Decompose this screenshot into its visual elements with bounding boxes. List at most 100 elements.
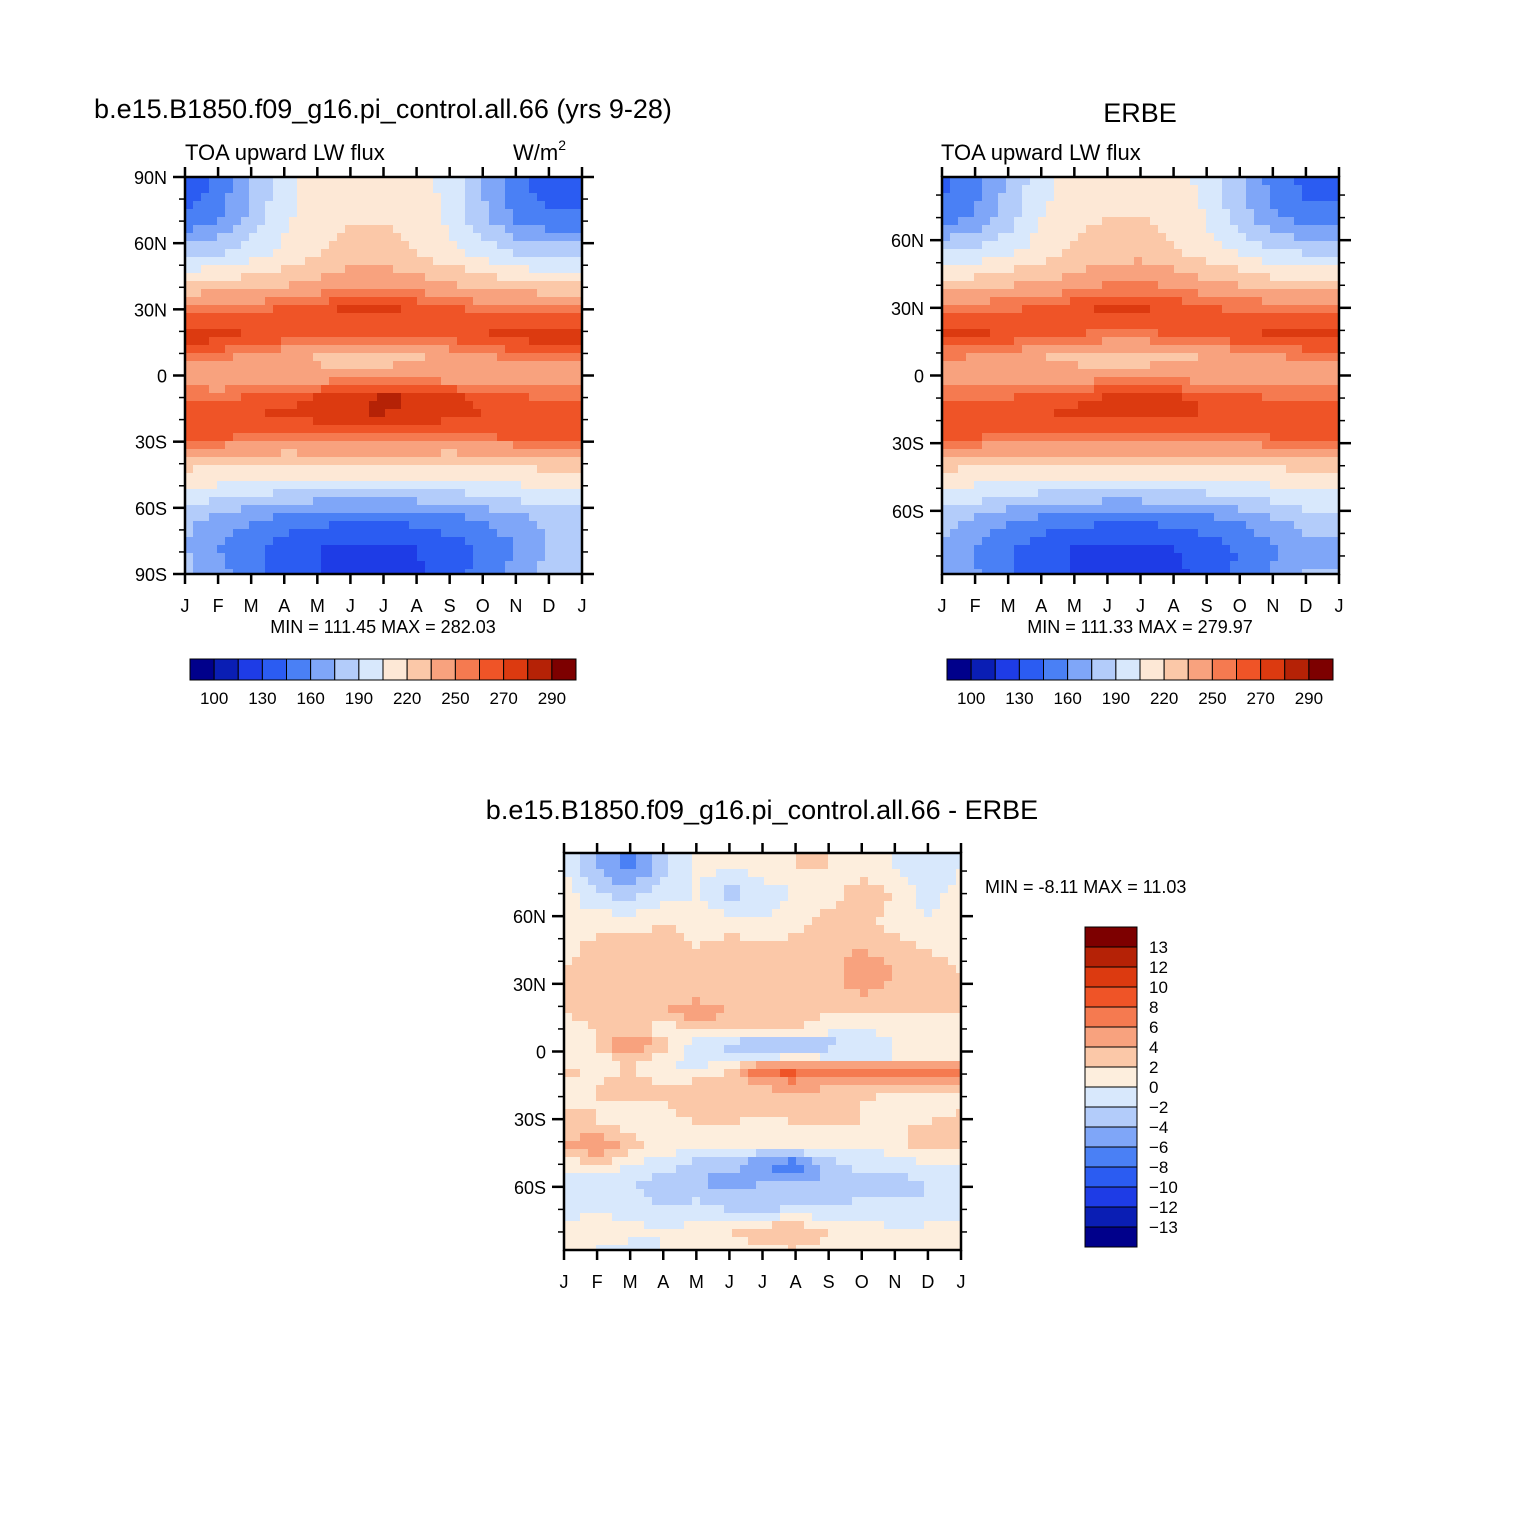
heatmap-cell	[289, 553, 298, 562]
heatmap-cell	[441, 521, 450, 530]
heatmap-cell	[305, 489, 314, 498]
heatmap-cell	[425, 305, 434, 314]
heatmap-cell	[497, 217, 506, 226]
heatmap-cell	[950, 417, 959, 426]
heatmap-cell	[958, 497, 967, 506]
heatmap-cell	[1054, 425, 1063, 434]
heatmap-cell	[1038, 185, 1047, 194]
heatmap-cell	[193, 473, 202, 482]
heatmap-cell	[958, 225, 967, 234]
heatmap-cell	[1254, 513, 1263, 522]
heatmap-cell	[1302, 457, 1311, 466]
heatmap-cell	[273, 553, 282, 562]
heatmap-cell	[1326, 513, 1335, 522]
heatmap-cell	[577, 241, 583, 250]
heatmap-cell	[425, 457, 434, 466]
heatmap-cell	[569, 353, 578, 362]
heatmap-cell	[217, 505, 226, 514]
heatmap-cell	[1326, 193, 1335, 202]
heatmap-cell	[1262, 449, 1271, 458]
heatmap-cell	[225, 361, 234, 370]
heatmap-cell	[1022, 481, 1031, 490]
heatmap-cell	[513, 313, 522, 322]
heatmap-cell	[233, 241, 242, 250]
heatmap-cell	[321, 521, 330, 530]
heatmap-cell	[297, 561, 306, 570]
colorbar-swatch	[358, 658, 384, 681]
heatmap-cell	[313, 481, 322, 490]
heatmap-cell	[1102, 337, 1111, 346]
heatmap-cell	[1302, 241, 1311, 250]
heatmap-cell	[193, 281, 202, 290]
heatmap-cell	[1142, 321, 1151, 330]
heatmap-cell	[337, 353, 346, 362]
heatmap-cell	[297, 201, 306, 210]
heatmap-cell	[1142, 433, 1151, 442]
heatmap-cell	[1230, 337, 1239, 346]
heatmap-cell	[465, 281, 474, 290]
heatmap-cell	[1046, 257, 1055, 266]
heatmap-cell	[1030, 489, 1039, 498]
heatmap-cell	[305, 273, 314, 282]
heatmap-cell	[1246, 225, 1255, 234]
heatmap-cell	[257, 225, 266, 234]
heatmap-cell	[1206, 489, 1215, 498]
heatmap-cell	[1294, 257, 1303, 266]
heatmap-cell	[1054, 385, 1063, 394]
heatmap-cell	[281, 353, 290, 362]
heatmap-cell	[1086, 289, 1095, 298]
heatmap-cell	[393, 209, 402, 218]
heatmap-cell	[1054, 393, 1063, 402]
heatmap-cell	[1150, 369, 1159, 378]
heatmap-cell	[577, 393, 583, 402]
heatmap-cell	[481, 481, 490, 490]
heatmap-cell	[1046, 185, 1055, 194]
heatmap-cell	[1318, 313, 1327, 322]
heatmap-cell	[1046, 193, 1055, 202]
heatmap-cell	[1062, 249, 1071, 258]
heatmap-cell	[577, 329, 583, 338]
heatmap-cell	[409, 529, 418, 538]
heatmap-cell	[337, 521, 346, 530]
heatmap-cell	[1278, 433, 1287, 442]
heatmap-cell	[249, 313, 258, 322]
heatmap-cell	[329, 425, 338, 434]
heatmap-cell	[353, 401, 362, 410]
heatmap-cell	[1198, 313, 1207, 322]
heatmap-cell	[1078, 273, 1087, 282]
heatmap-cell	[193, 569, 202, 575]
heatmap-cell	[1294, 433, 1303, 442]
heatmap-cell	[1334, 177, 1340, 186]
heatmap-cell	[249, 249, 258, 258]
heatmap-cell	[401, 313, 410, 322]
heatmap-cell	[225, 353, 234, 362]
heatmap-cell	[481, 281, 490, 290]
heatmap-cell	[417, 225, 426, 234]
heatmap-cell	[241, 185, 250, 194]
heatmap-cell	[1030, 177, 1039, 186]
heatmap-cell	[185, 345, 194, 354]
heatmap-cell	[1142, 353, 1151, 362]
heatmap-cell	[505, 569, 514, 575]
heatmap-cell	[1190, 449, 1199, 458]
heatmap-cell	[521, 497, 530, 506]
heatmap-cell	[998, 193, 1007, 202]
heatmap-cell	[465, 537, 474, 546]
heatmap-cell	[982, 385, 991, 394]
heatmap-cell	[377, 489, 386, 498]
heatmap-cell	[417, 393, 426, 402]
heatmap-cell	[513, 569, 522, 575]
heatmap-cell	[489, 305, 498, 314]
heatmap-cell	[489, 297, 498, 306]
heatmap-cell	[1198, 385, 1207, 394]
heatmap-cell	[1310, 521, 1319, 530]
heatmap-cell	[942, 289, 951, 298]
heatmap-cell	[281, 553, 290, 562]
heatmap-cell	[321, 361, 330, 370]
heatmap-cell	[513, 273, 522, 282]
heatmap-cell	[289, 281, 298, 290]
heatmap-cell	[241, 425, 250, 434]
heatmap-cell	[1174, 273, 1183, 282]
heatmap-cell	[1302, 281, 1311, 290]
heatmap-cell	[1302, 537, 1311, 546]
